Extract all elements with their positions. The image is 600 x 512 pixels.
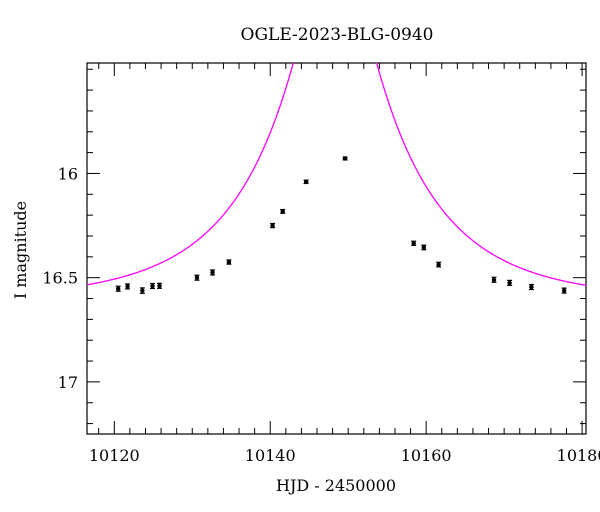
data-point — [157, 283, 162, 289]
data-point — [125, 284, 130, 289]
data-point — [507, 280, 512, 286]
y-tick-label: 16 — [58, 164, 78, 183]
data-point — [411, 241, 416, 246]
y-tick-label: 16.5 — [42, 269, 78, 288]
data-point — [491, 277, 497, 282]
data-point — [303, 179, 309, 185]
x-tick-label: 10160 — [401, 446, 452, 465]
x-tick-label: 10120 — [89, 446, 140, 465]
chart-title: OGLE-2023-BLG-0940 — [241, 25, 434, 45]
plot-frame — [86, 62, 587, 435]
x-axis-label: HJD - 2450000 — [276, 476, 396, 495]
data-point — [561, 288, 567, 293]
data-point — [226, 259, 232, 265]
data-point — [150, 283, 155, 289]
data-point — [529, 284, 534, 290]
data-point — [115, 286, 121, 291]
data-point — [280, 209, 285, 214]
data-point — [421, 245, 427, 250]
y-tick-label: 17 — [58, 373, 78, 392]
data-point — [210, 270, 215, 275]
y-axis-label: I magnitude — [11, 201, 30, 299]
x-tick-label: 10180 — [557, 446, 600, 465]
plot-area: 10120 10140 10160 10180 16 16.5 17 — [42, 62, 600, 465]
x-tick-label: 10140 — [245, 446, 296, 465]
model-curve — [87, 63, 586, 286]
data-point — [342, 156, 348, 161]
data-point — [194, 275, 200, 280]
data-point — [436, 262, 441, 267]
data-point — [140, 288, 145, 293]
data-point — [270, 223, 275, 228]
